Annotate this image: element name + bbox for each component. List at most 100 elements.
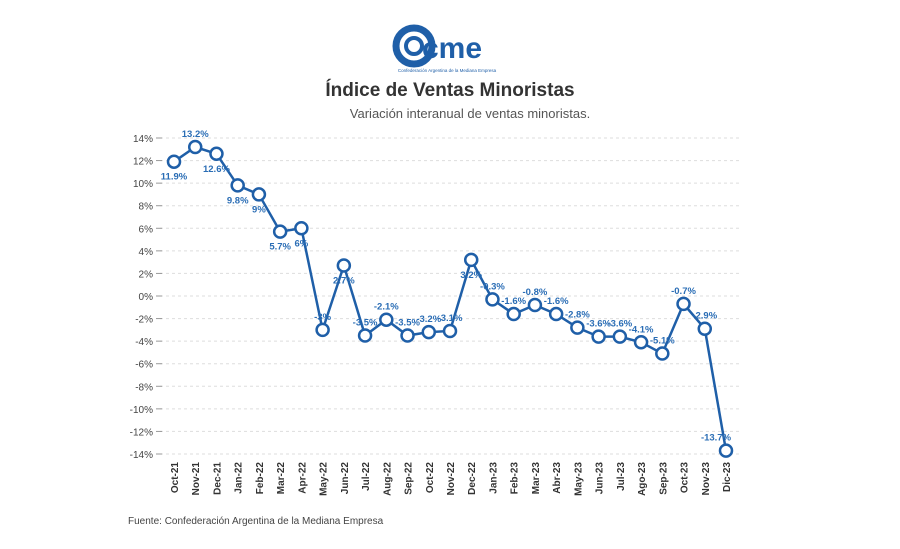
data-point bbox=[187, 139, 203, 155]
x-tick-label: Feb-22 bbox=[255, 462, 266, 495]
x-tick-label: Apr-22 bbox=[297, 462, 308, 494]
chart-subtitle: Variación interanual de ventas minorista… bbox=[349, 106, 591, 121]
data-label: -3.1% bbox=[438, 313, 463, 324]
data-point bbox=[485, 292, 500, 307]
data-point bbox=[166, 154, 182, 169]
data-point bbox=[718, 443, 734, 458]
data-point bbox=[697, 321, 713, 336]
data-point bbox=[442, 323, 458, 339]
y-tick-label: -6% bbox=[135, 360, 153, 371]
x-tick-label: Sep-23 bbox=[658, 462, 669, 495]
data-point bbox=[315, 322, 330, 338]
data-label: 6% bbox=[295, 238, 309, 249]
x-tick-label: Dec-22 bbox=[467, 462, 478, 495]
cme-logo: cme bbox=[392, 24, 482, 68]
y-tick-label: -14% bbox=[130, 450, 153, 461]
data-point bbox=[379, 312, 394, 327]
x-tick-label: Aug-22 bbox=[382, 462, 393, 496]
data-label: -0.8% bbox=[523, 287, 548, 298]
data-label: -3.2% bbox=[416, 314, 441, 325]
chart-title: Índice de Ventas Minoristas bbox=[325, 80, 575, 101]
x-tick-label: Feb-23 bbox=[510, 462, 521, 495]
x-tick-label: Ago-23 bbox=[637, 462, 648, 496]
y-tick-label: -10% bbox=[130, 405, 153, 416]
x-tick-label: Nov-22 bbox=[446, 462, 457, 496]
data-label: -0.7% bbox=[671, 286, 696, 297]
data-point bbox=[463, 252, 479, 268]
data-label: 5.7% bbox=[269, 242, 291, 253]
data-point bbox=[230, 178, 245, 193]
y-tick-label: -8% bbox=[135, 382, 153, 393]
data-label: -3.5% bbox=[353, 318, 378, 329]
x-tick-label: Oct-21 bbox=[170, 462, 181, 494]
data-label: 13.2% bbox=[182, 129, 209, 140]
y-tick-label: 0% bbox=[139, 292, 154, 303]
data-label: -3.6% bbox=[607, 319, 632, 330]
x-tick-label: Nov-21 bbox=[191, 462, 202, 496]
data-point bbox=[612, 329, 628, 344]
y-tick-label: 14% bbox=[133, 134, 153, 145]
x-tick-label: Oct-23 bbox=[680, 462, 691, 494]
data-point bbox=[357, 328, 373, 343]
x-tick-label: Jul-22 bbox=[361, 462, 372, 491]
x-tick-label: Jun-22 bbox=[340, 462, 351, 495]
y-tick-label: 4% bbox=[139, 247, 154, 258]
data-point bbox=[400, 328, 415, 343]
y-tick-label: 6% bbox=[139, 224, 154, 235]
y-tick-label: 8% bbox=[139, 202, 154, 213]
y-tick-label: 10% bbox=[133, 179, 153, 190]
data-label: -13.7% bbox=[701, 433, 732, 444]
x-tick-label: Mar-22 bbox=[276, 462, 287, 495]
x-tick-label: Abr-23 bbox=[552, 462, 563, 494]
data-label: 9.8% bbox=[227, 195, 249, 206]
data-label: 9% bbox=[252, 204, 266, 215]
x-tick-label: Jan-23 bbox=[488, 462, 499, 494]
x-tick-label: Jan-22 bbox=[234, 462, 245, 494]
y-tick-label: 2% bbox=[139, 269, 154, 280]
data-label: -2.9% bbox=[692, 311, 717, 322]
data-point bbox=[336, 258, 352, 273]
x-tick-label: Dec-21 bbox=[212, 462, 223, 495]
data-point bbox=[272, 224, 288, 239]
data-point bbox=[591, 329, 606, 344]
x-tick-label: Jun-23 bbox=[595, 462, 606, 495]
x-tick-label: May-22 bbox=[319, 462, 330, 496]
data-label: 12.6% bbox=[203, 164, 230, 175]
data-point bbox=[570, 320, 585, 335]
data-label: -2.8% bbox=[565, 310, 590, 321]
logo-subtitle: Confederación Argentina de la Mediana Em… bbox=[397, 68, 497, 73]
data-label: -0.3% bbox=[480, 281, 505, 292]
data-point bbox=[548, 306, 564, 322]
data-label: -3.6% bbox=[586, 319, 611, 330]
data-point bbox=[676, 296, 691, 312]
source-note: Fuente: Confederación Argentina de la Me… bbox=[128, 516, 384, 527]
x-tick-label: Mar-23 bbox=[531, 462, 542, 495]
x-tick-label: Dic-23 bbox=[722, 462, 733, 492]
y-tick-label: -12% bbox=[130, 427, 153, 438]
data-point bbox=[251, 187, 267, 202]
y-tick-label: -4% bbox=[135, 337, 153, 348]
data-point bbox=[527, 297, 543, 313]
data-label: -1.6% bbox=[544, 296, 569, 307]
data-label: 3.2% bbox=[460, 270, 482, 281]
data-label: -3% bbox=[314, 312, 331, 323]
data-label: -1.6% bbox=[501, 296, 526, 307]
data-point bbox=[633, 335, 649, 350]
data-point bbox=[294, 221, 309, 236]
x-tick-label: Nov-23 bbox=[701, 462, 712, 496]
data-label: -4.1% bbox=[629, 324, 654, 335]
data-label: -2.1% bbox=[374, 302, 399, 313]
data-point bbox=[655, 346, 670, 361]
data-point bbox=[506, 306, 521, 322]
data-label: -3.5% bbox=[395, 318, 420, 329]
x-tick-label: Jul-23 bbox=[616, 462, 627, 491]
x-tick-label: Oct-22 bbox=[425, 462, 436, 494]
logo-text: cme bbox=[422, 32, 482, 65]
data-label: -5.1% bbox=[650, 336, 675, 347]
y-tick-label: -2% bbox=[135, 315, 153, 326]
x-tick-label: Sep-22 bbox=[404, 462, 415, 495]
x-tick-label: May-23 bbox=[573, 462, 584, 496]
y-tick-label: 12% bbox=[133, 157, 153, 168]
